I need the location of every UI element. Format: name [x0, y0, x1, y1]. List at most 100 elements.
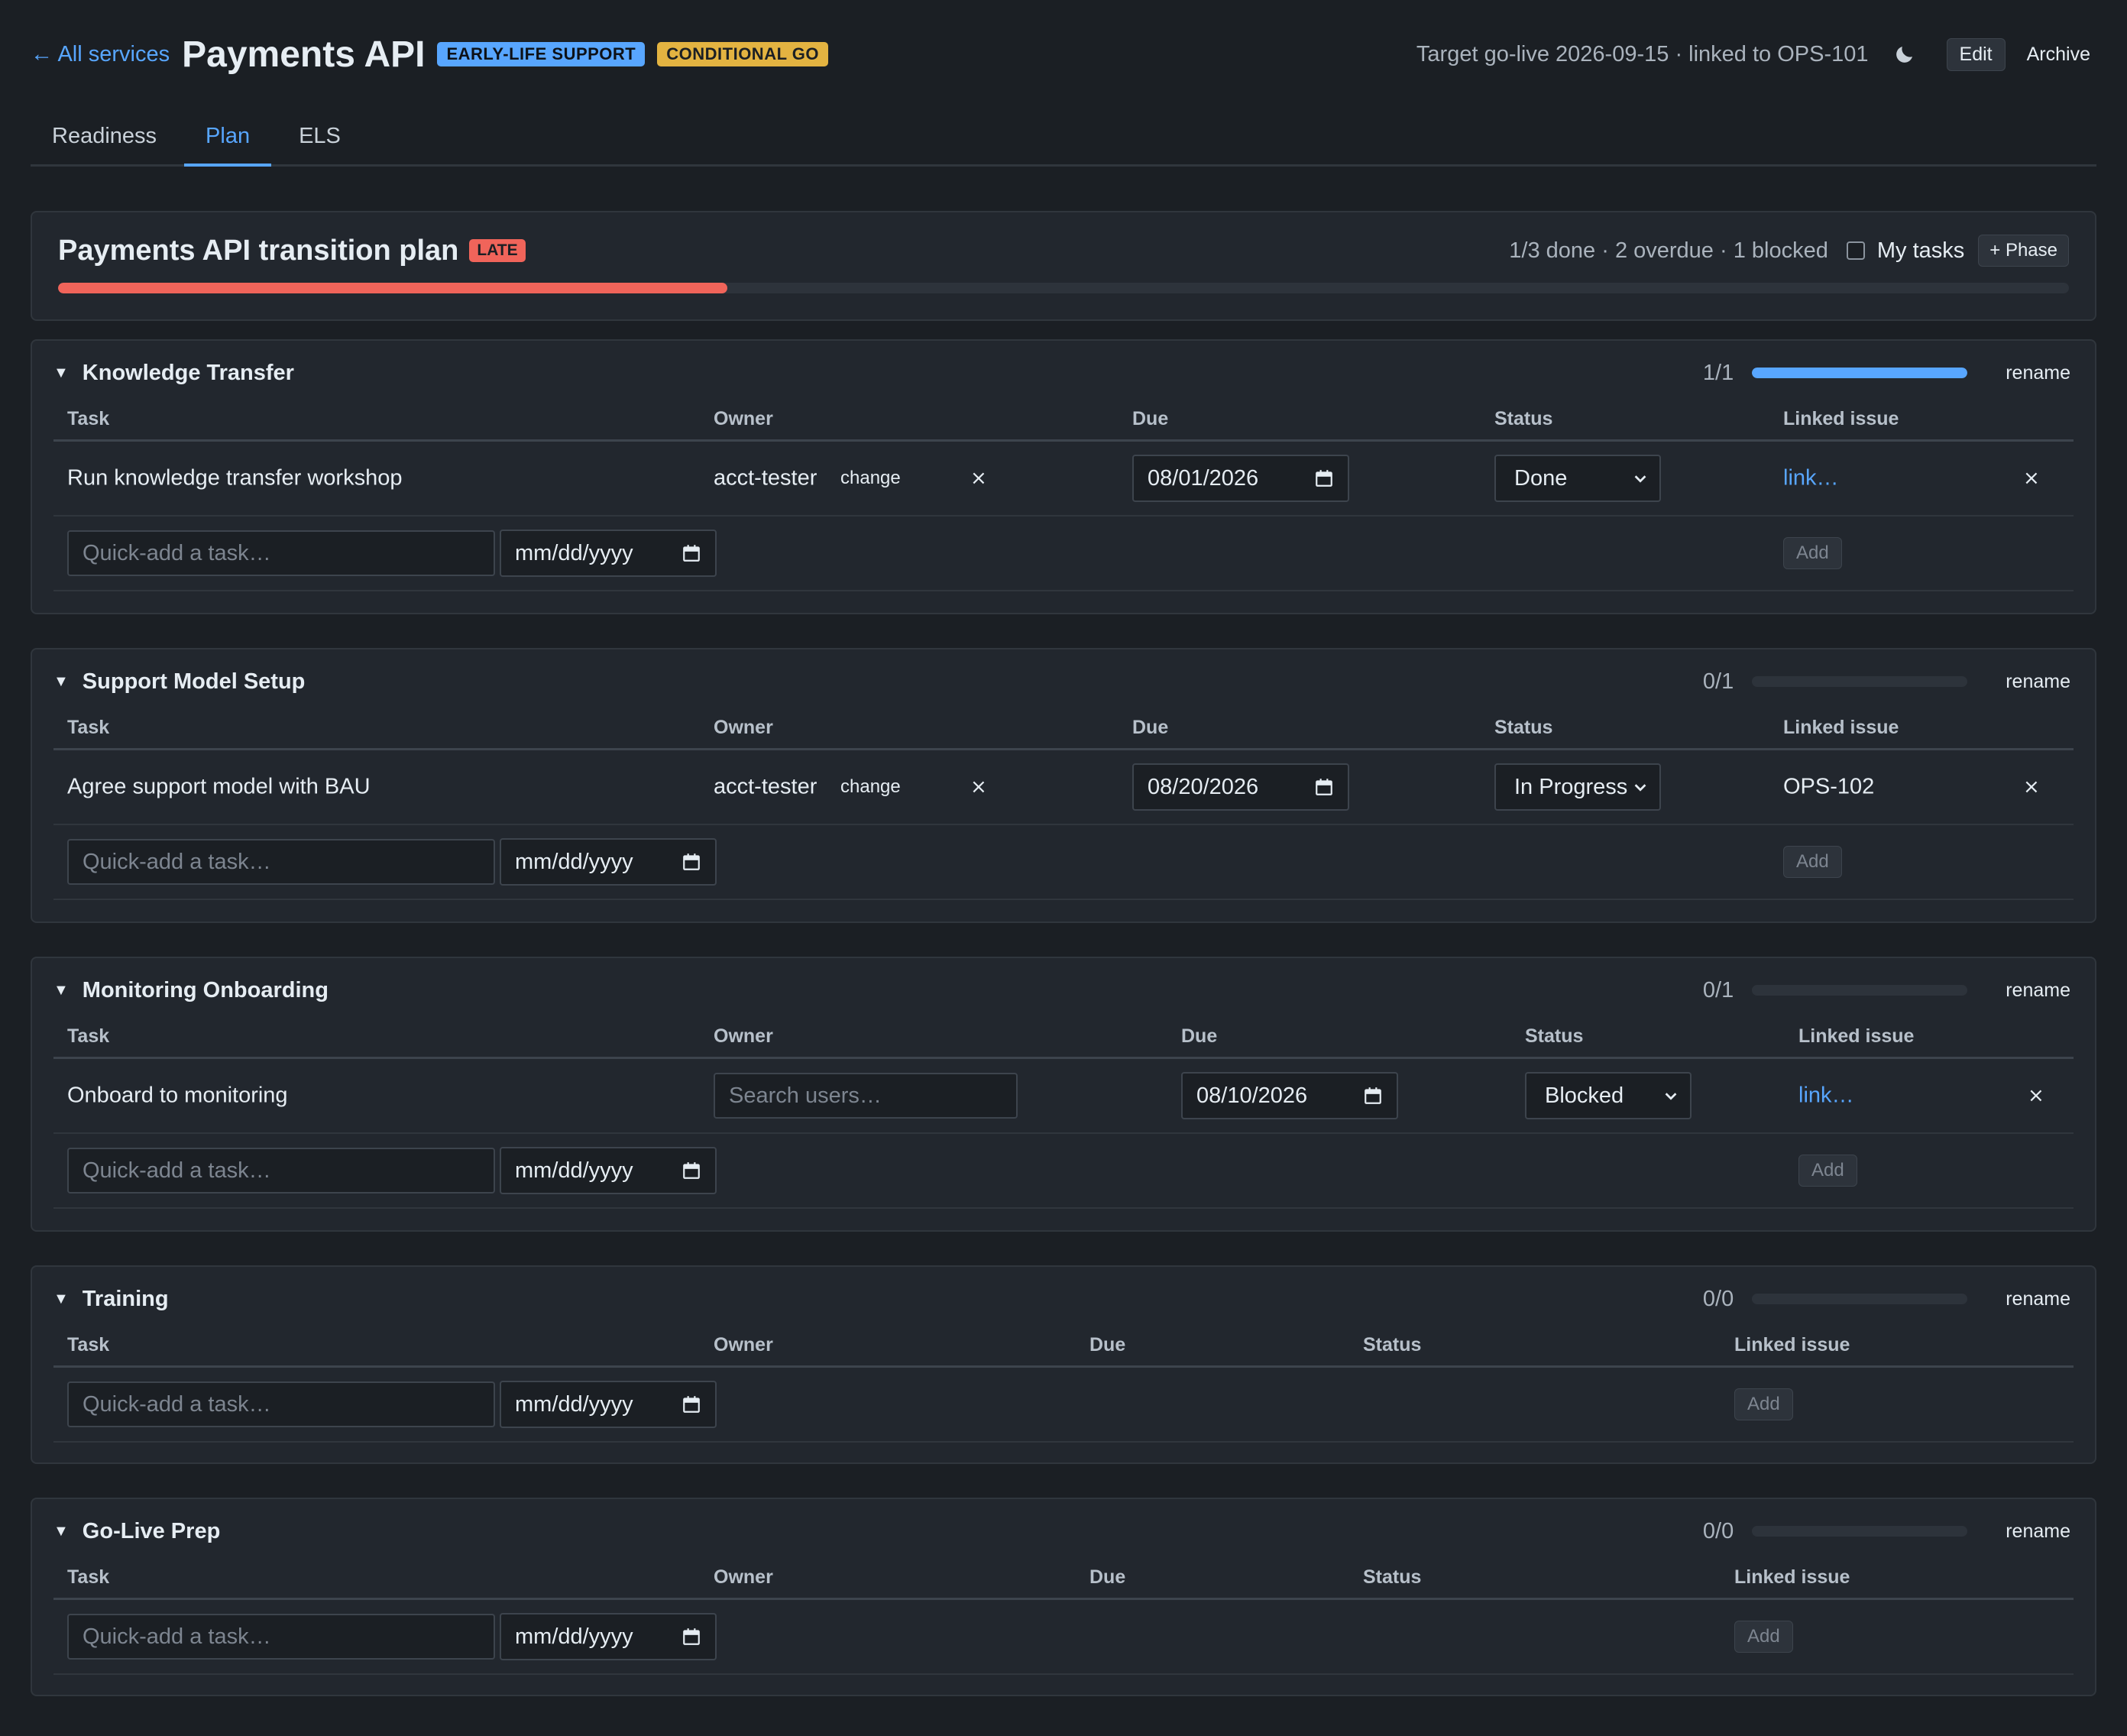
tab-bar: Readiness Plan ELS [31, 108, 2096, 167]
quick-add-task-input[interactable]: Quick-add a task… [67, 839, 495, 885]
change-owner-button[interactable]: change [840, 776, 901, 797]
due-date-input[interactable]: 08/01/2026 [1132, 455, 1349, 502]
calendar-icon[interactable] [681, 1161, 701, 1181]
task-table: Task Owner Due Status Linked issue Run k… [53, 405, 2074, 591]
col-status: Status [1363, 1334, 1422, 1355]
plan-progress-bar [58, 283, 2069, 293]
col-owner: Owner [714, 1025, 773, 1047]
phase-name: Monitoring Onboarding [82, 977, 329, 1002]
collapse-caret-icon[interactable]: ▼ [53, 672, 69, 690]
calendar-icon[interactable] [681, 852, 701, 872]
edit-button[interactable]: Edit [1946, 37, 2006, 71]
quick-add-date-input[interactable]: mm/dd/yyyy [500, 530, 717, 577]
add-task-button[interactable]: Add [1734, 1388, 1793, 1420]
phase-name: Go-Live Prep [82, 1518, 221, 1543]
col-due: Due [1132, 717, 1169, 738]
quick-add-task-input[interactable]: Quick-add a task… [67, 1148, 495, 1194]
due-date-input[interactable]: 08/10/2026 [1181, 1072, 1398, 1119]
back-link[interactable]: ← All services [31, 41, 170, 66]
delete-task-button[interactable]: × [2023, 467, 2040, 490]
col-due: Due [1089, 1566, 1126, 1588]
calendar-icon[interactable] [681, 1394, 701, 1414]
quick-add-task-input[interactable]: Quick-add a task… [67, 1381, 495, 1427]
due-date-input[interactable]: 08/20/2026 [1132, 763, 1349, 811]
tab-plan[interactable]: Plan [184, 124, 272, 167]
moon-icon[interactable] [1893, 43, 1916, 66]
rename-button[interactable]: rename [1999, 362, 2077, 384]
quick-add-date-input[interactable]: mm/dd/yyyy [500, 1613, 717, 1660]
table-row: Run knowledge transfer workshop acct-tes… [53, 442, 2074, 517]
calendar-icon[interactable] [1314, 777, 1334, 797]
task-owner: acct-tester [714, 774, 817, 799]
rename-button[interactable]: rename [1999, 671, 2077, 693]
calendar-icon[interactable] [681, 1627, 701, 1647]
calendar-icon[interactable] [681, 543, 701, 563]
date-placeholder: mm/dd/yyyy [515, 540, 633, 565]
chevron-down-icon [1634, 475, 1646, 483]
tab-els[interactable]: ELS [299, 124, 341, 148]
phase-name: Knowledge Transfer [82, 360, 294, 385]
rename-button[interactable]: rename [1999, 1521, 2077, 1543]
status-select[interactable]: Blocked [1525, 1072, 1692, 1119]
quick-add-date-input[interactable]: mm/dd/yyyy [500, 838, 717, 886]
add-task-button[interactable]: Add [1783, 537, 1842, 569]
col-owner: Owner [714, 717, 773, 738]
status-value: In Progress [1514, 774, 1628, 799]
col-task: Task [67, 1025, 110, 1047]
calendar-icon[interactable] [1314, 468, 1334, 488]
task-title[interactable]: Agree support model with BAU [67, 774, 371, 799]
clear-owner-button[interactable]: × [970, 467, 987, 490]
tab-readiness[interactable]: Readiness [52, 124, 157, 148]
task-table: Task Owner Due Status Linked issue Onboa… [53, 1022, 2074, 1209]
add-task-button[interactable]: Add [1783, 846, 1842, 878]
linked-issue-key[interactable]: OPS-102 [1783, 774, 1875, 799]
quick-add-row: Quick-add a task… mm/dd/yyyy Add [53, 517, 2074, 591]
task-table: Task Owner Due Status Linked issue Quick… [53, 1563, 2074, 1675]
delete-task-button[interactable]: × [2028, 1084, 2044, 1107]
calendar-icon[interactable] [1363, 1086, 1383, 1106]
phase-card: ▼ Knowledge Transfer 1/1 rename Task Own… [31, 339, 2096, 614]
col-linked: Linked issue [1783, 408, 1899, 429]
add-phase-button[interactable]: + Phase [1978, 235, 2069, 267]
col-status: Status [1494, 717, 1553, 738]
phase-name: Training [82, 1286, 169, 1311]
my-tasks-checkbox[interactable] [1846, 241, 1865, 260]
status-select[interactable]: In Progress [1494, 763, 1661, 811]
add-task-button[interactable]: Add [1798, 1155, 1857, 1187]
archive-button[interactable]: Archive [2021, 39, 2096, 70]
quick-add-row: Quick-add a task… mm/dd/yyyy Add [53, 1134, 2074, 1209]
table-header: Task Owner Due Status Linked issue [53, 1563, 2074, 1600]
col-task: Task [67, 1334, 110, 1355]
collapse-caret-icon[interactable]: ▼ [53, 981, 69, 999]
rename-button[interactable]: rename [1999, 1288, 2077, 1310]
delete-task-button[interactable]: × [2023, 776, 2040, 798]
my-tasks-label[interactable]: My tasks [1876, 238, 1965, 263]
col-status: Status [1525, 1025, 1584, 1047]
quick-add-date-input[interactable]: mm/dd/yyyy [500, 1147, 717, 1194]
task-title[interactable]: Run knowledge transfer workshop [67, 465, 403, 491]
phase-progress-bar [1752, 1294, 1968, 1304]
table-header: Task Owner Due Status Linked issue [53, 1331, 2074, 1368]
add-task-button[interactable]: Add [1734, 1621, 1793, 1653]
collapse-caret-icon[interactable]: ▼ [53, 364, 69, 381]
quick-add-task-input[interactable]: Quick-add a task… [67, 1614, 495, 1660]
collapse-caret-icon[interactable]: ▼ [53, 1290, 69, 1307]
rename-button[interactable]: rename [1999, 980, 2077, 1002]
collapse-caret-icon[interactable]: ▼ [53, 1522, 69, 1540]
table-header: Task Owner Due Status Linked issue [53, 714, 2074, 750]
phase-count: 0/0 [1702, 1518, 1734, 1543]
clear-owner-button[interactable]: × [970, 776, 987, 798]
col-linked: Linked issue [1734, 1566, 1850, 1588]
col-status: Status [1494, 408, 1553, 429]
task-title[interactable]: Onboard to monitoring [67, 1083, 288, 1108]
table-row: Agree support model with BAU acct-tester… [53, 750, 2074, 825]
linked-issue-link[interactable]: link… [1798, 1083, 1854, 1108]
phase-progress-fill [1752, 368, 1968, 378]
status-select[interactable]: Done [1494, 455, 1661, 502]
quick-add-task-input[interactable]: Quick-add a task… [67, 530, 495, 576]
owner-search-input[interactable]: Search users… [714, 1073, 1018, 1119]
quick-add-date-input[interactable]: mm/dd/yyyy [500, 1381, 717, 1428]
linked-issue-link[interactable]: link… [1783, 465, 1839, 491]
change-owner-button[interactable]: change [840, 468, 901, 488]
